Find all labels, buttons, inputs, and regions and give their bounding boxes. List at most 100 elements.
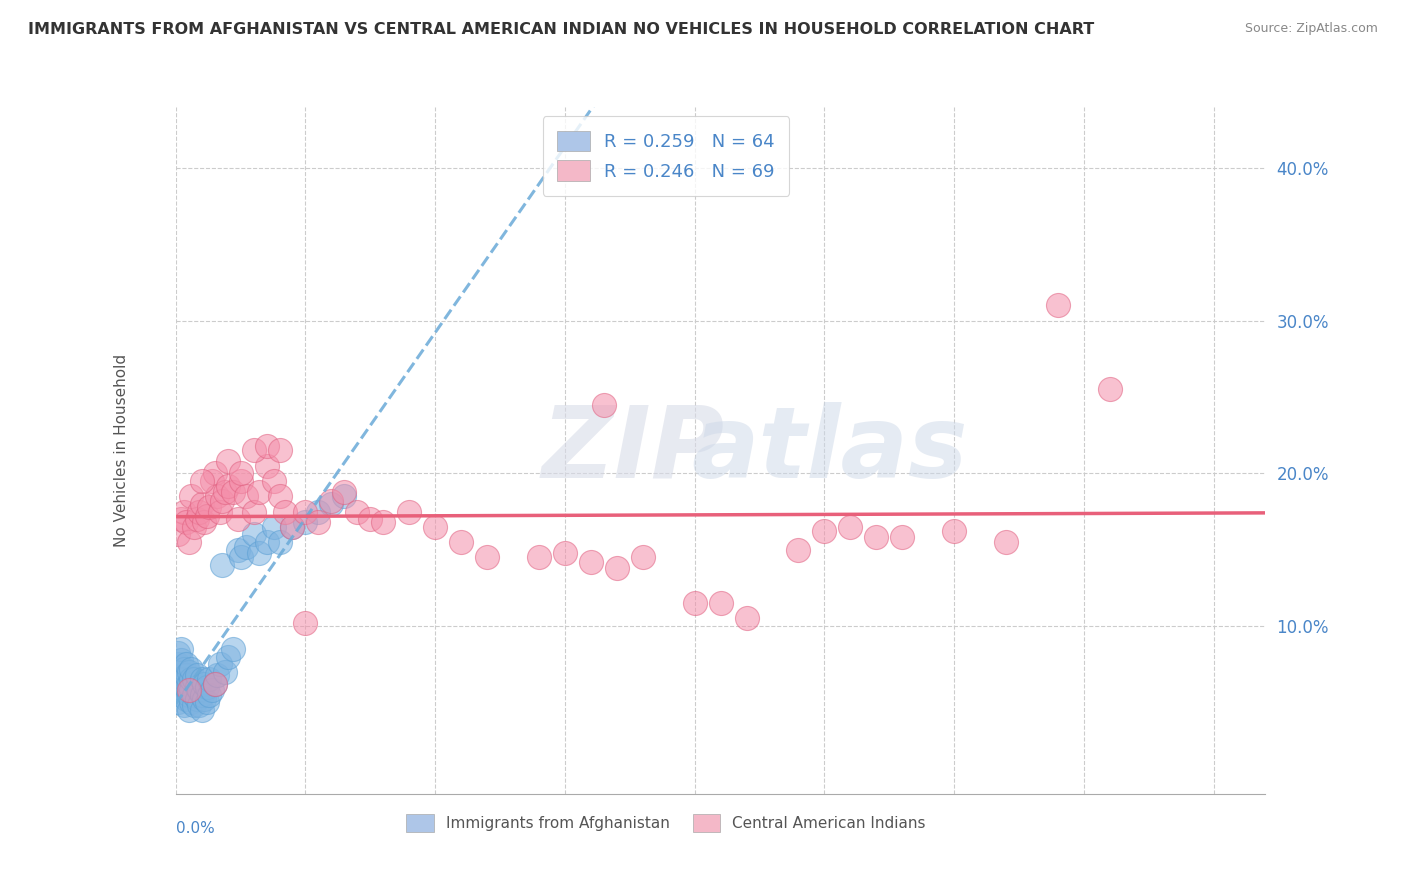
- Point: [256, 458, 278, 473]
- Point: [174, 692, 197, 706]
- Point: [217, 454, 239, 468]
- Point: [207, 668, 229, 682]
- Point: [173, 683, 195, 698]
- Point: [229, 474, 252, 488]
- Point: [242, 527, 264, 541]
- Point: [839, 520, 862, 534]
- Point: [373, 515, 395, 529]
- Point: [214, 484, 236, 499]
- Point: [579, 555, 602, 569]
- Point: [193, 677, 215, 691]
- Point: [188, 683, 211, 698]
- Point: [333, 484, 356, 499]
- Point: [208, 504, 231, 518]
- Legend: Immigrants from Afghanistan, Central American Indians: Immigrants from Afghanistan, Central Ame…: [401, 808, 932, 838]
- Point: [177, 688, 200, 702]
- Point: [198, 673, 221, 687]
- Point: [174, 515, 197, 529]
- Point: [294, 515, 316, 529]
- Point: [170, 652, 193, 666]
- Point: [188, 504, 211, 518]
- Point: [226, 542, 249, 557]
- Text: IMMIGRANTS FROM AFGHANISTAN VS CENTRAL AMERICAN INDIAN NO VEHICLES IN HOUSEHOLD : IMMIGRANTS FROM AFGHANISTAN VS CENTRAL A…: [28, 22, 1094, 37]
- Point: [242, 504, 264, 518]
- Point: [631, 550, 654, 565]
- Point: [177, 665, 200, 679]
- Point: [193, 515, 215, 529]
- Point: [195, 509, 218, 524]
- Point: [180, 695, 202, 709]
- Point: [190, 688, 212, 702]
- Point: [211, 493, 233, 508]
- Point: [294, 504, 316, 518]
- Point: [170, 665, 193, 679]
- Point: [226, 512, 249, 526]
- Point: [263, 474, 285, 488]
- Text: No Vehicles in Household: No Vehicles in Household: [114, 354, 129, 547]
- Point: [177, 683, 200, 698]
- Point: [167, 695, 190, 709]
- Point: [333, 489, 356, 503]
- Point: [177, 535, 200, 549]
- Point: [190, 497, 212, 511]
- Point: [269, 535, 291, 549]
- Point: [222, 484, 245, 499]
- Point: [198, 500, 221, 514]
- Point: [183, 520, 205, 534]
- Point: [222, 641, 245, 656]
- Point: [170, 688, 193, 702]
- Point: [592, 398, 614, 412]
- Point: [167, 527, 190, 541]
- Point: [186, 668, 208, 682]
- Point: [865, 531, 887, 545]
- Point: [321, 493, 343, 508]
- Point: [247, 546, 270, 560]
- Point: [709, 596, 731, 610]
- Point: [173, 504, 195, 518]
- Point: [294, 615, 316, 630]
- Point: [281, 520, 304, 534]
- Point: [527, 550, 550, 565]
- Point: [190, 673, 212, 687]
- Point: [190, 474, 212, 488]
- Point: [787, 542, 810, 557]
- Point: [180, 683, 202, 698]
- Point: [217, 478, 239, 492]
- Point: [943, 524, 966, 539]
- Point: [214, 665, 236, 679]
- Point: [193, 692, 215, 706]
- Point: [359, 512, 381, 526]
- Point: [167, 680, 190, 694]
- Point: [475, 550, 498, 565]
- Point: [174, 657, 197, 672]
- Point: [170, 677, 193, 691]
- Point: [321, 497, 343, 511]
- Point: [891, 531, 914, 545]
- Point: [183, 673, 205, 687]
- Point: [167, 668, 190, 682]
- Point: [217, 649, 239, 664]
- Point: [201, 474, 224, 488]
- Point: [170, 641, 193, 656]
- Point: [1046, 298, 1069, 312]
- Point: [242, 443, 264, 458]
- Point: [813, 524, 835, 539]
- Point: [735, 611, 758, 625]
- Text: atlas: atlas: [692, 402, 967, 499]
- Point: [307, 515, 329, 529]
- Point: [269, 489, 291, 503]
- Point: [281, 520, 304, 534]
- Point: [186, 692, 208, 706]
- Point: [229, 467, 252, 481]
- Point: [170, 512, 193, 526]
- Point: [180, 662, 202, 676]
- Point: [167, 657, 190, 672]
- Point: [606, 561, 628, 575]
- Point: [204, 677, 226, 691]
- Point: [211, 558, 233, 572]
- Point: [174, 680, 197, 694]
- Point: [256, 535, 278, 549]
- Point: [208, 657, 231, 672]
- Point: [190, 703, 212, 717]
- Point: [173, 698, 195, 713]
